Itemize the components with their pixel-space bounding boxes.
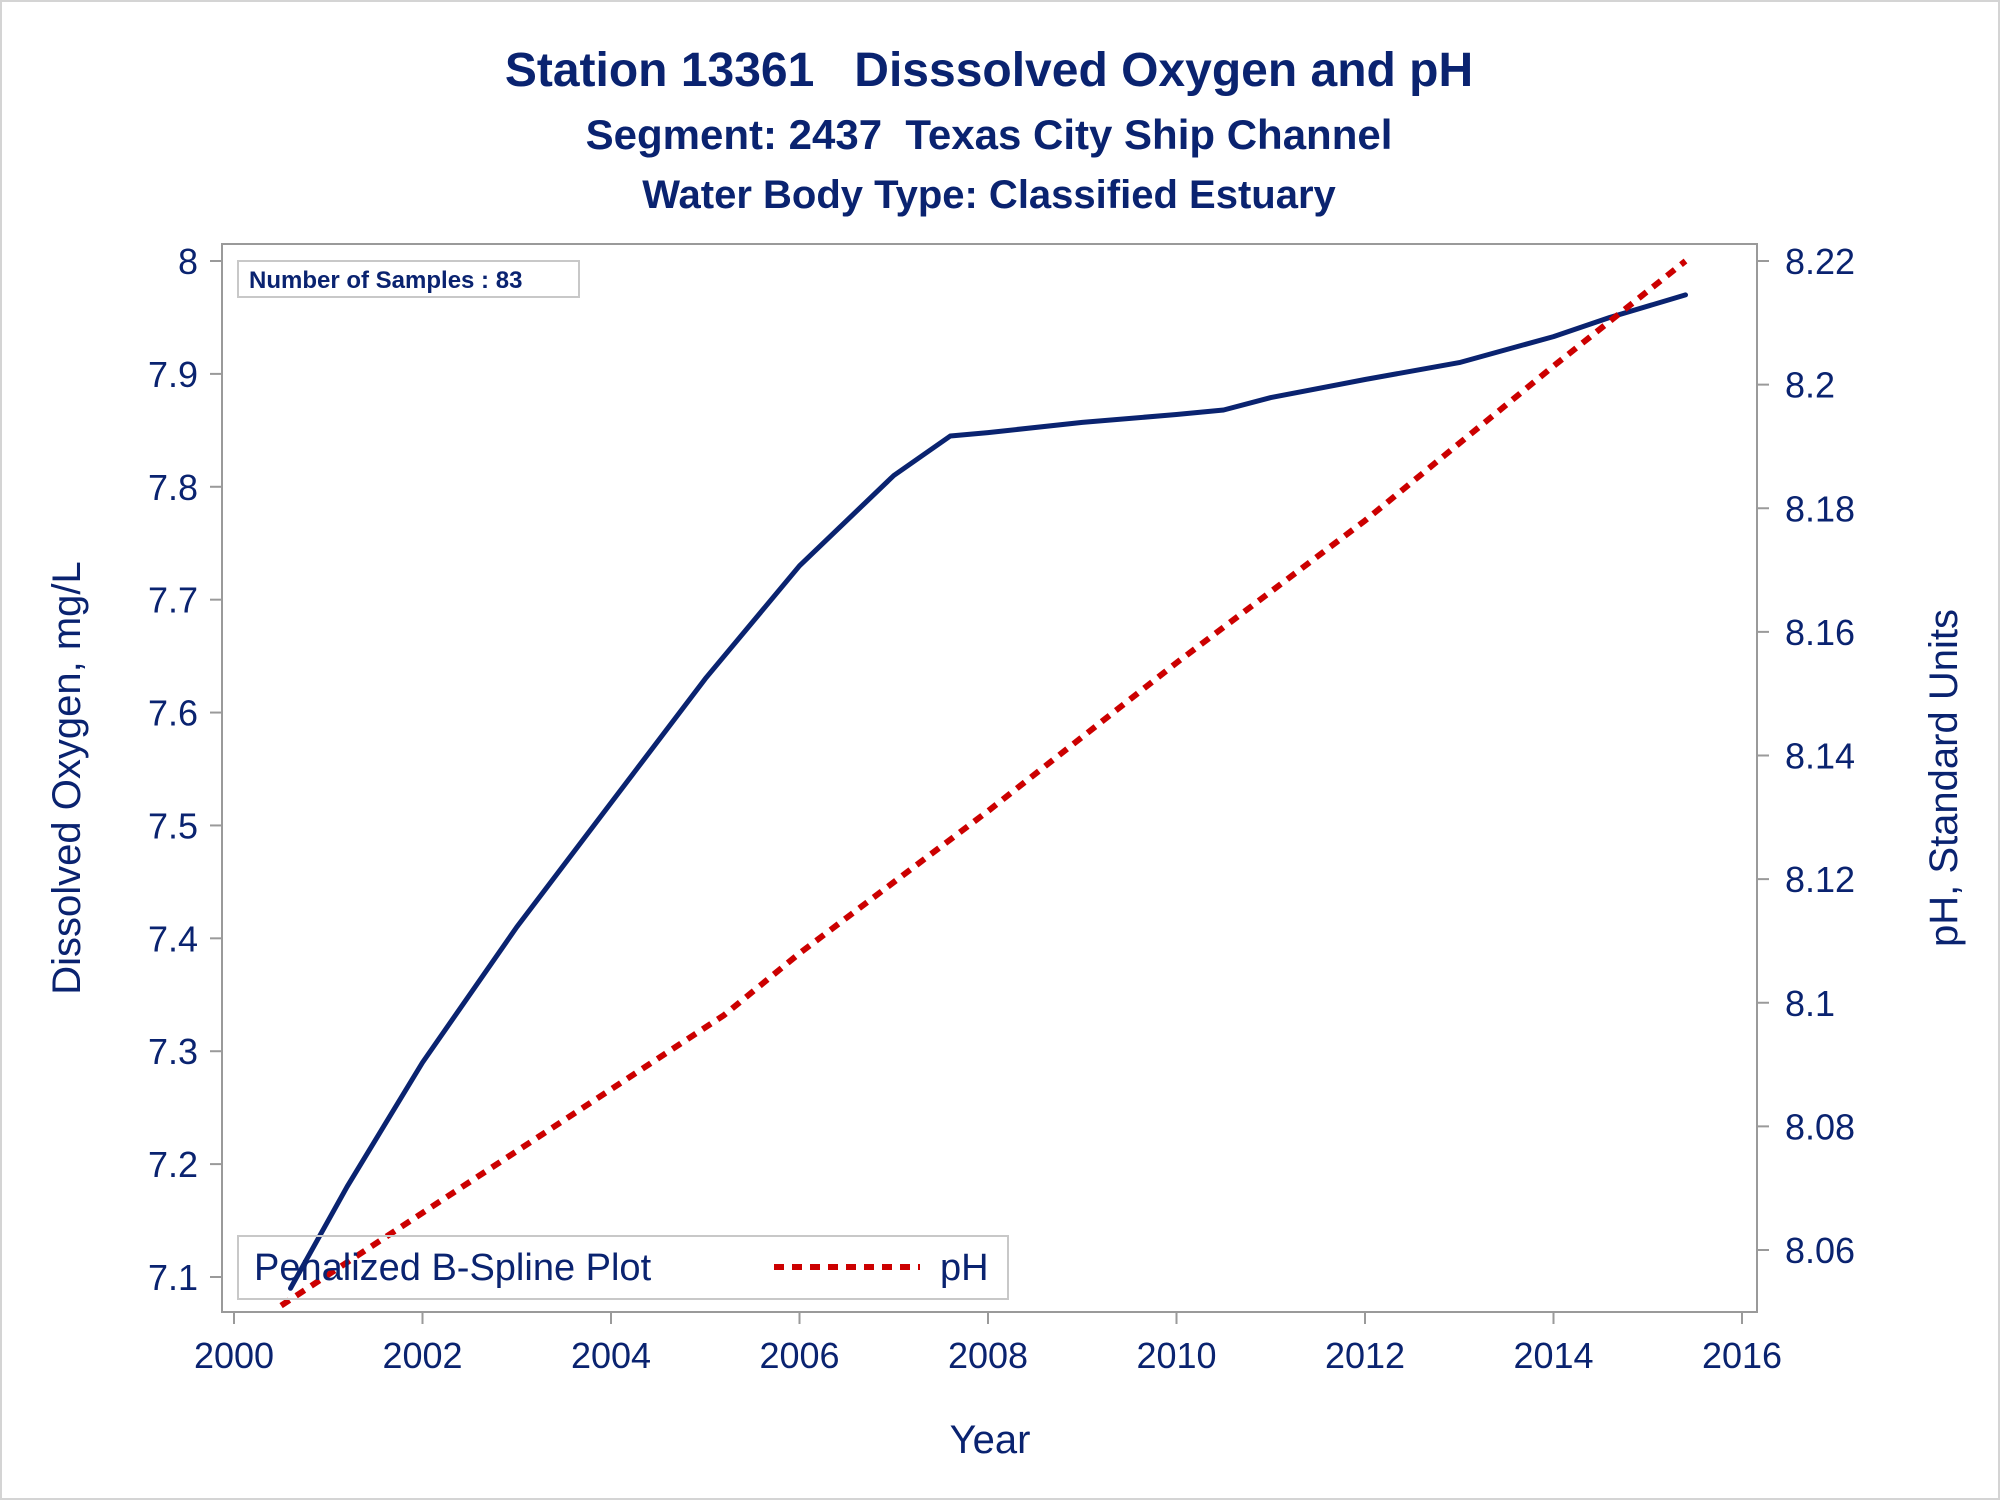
left-y-tick-label: 7.6 (148, 693, 198, 734)
x-tick-label: 2008 (948, 1335, 1028, 1376)
left-y-axis-title: Dissolved Oxygen, mg/L (45, 561, 89, 995)
right-y-tick-label: 8.18 (1785, 488, 1855, 529)
x-tick-label: 2014 (1513, 1335, 1593, 1376)
chart-subtitle-2: Water Body Type: Classified Estuary (642, 173, 1336, 217)
left-y-tick-label: 7.5 (148, 805, 198, 846)
left-y-tick-label: 7.4 (148, 918, 198, 959)
right-y-tick-label: 8.06 (1785, 1230, 1855, 1271)
left-y-tick-label: 7.8 (148, 467, 198, 508)
left-y-tick-label: 7.2 (148, 1144, 198, 1185)
legend: Penalized B-Spline Plot pH (237, 1235, 1009, 1300)
x-tick-label: 2002 (382, 1335, 462, 1376)
right-y-tick-label: 8.14 (1785, 736, 1855, 777)
right-y-tick-label: 8.08 (1785, 1106, 1855, 1147)
left-y-axis: 7.1 7.2 7.3 7.4 7.5 7.6 7.7 7.8 7.9 8 (148, 241, 222, 1298)
right-y-tick-label: 8.12 (1785, 859, 1855, 900)
legend-box (237, 1235, 1009, 1300)
x-axis: 2000 2002 2004 2006 2008 2010 2012 2014 2016 (194, 1312, 1782, 1376)
legend-title: Penalized B-Spline Plot (254, 1247, 652, 1289)
left-y-tick-label: 7.7 (148, 580, 198, 621)
left-y-tick-label: 7.9 (148, 354, 198, 395)
left-y-tick-label: 7.3 (148, 1031, 198, 1072)
right-y-tick-label: 8.16 (1785, 612, 1855, 653)
x-tick-label: 2000 (194, 1335, 274, 1376)
right-y-tick-label: 8.1 (1785, 983, 1835, 1024)
x-tick-label: 2006 (759, 1335, 839, 1376)
x-tick-label: 2004 (571, 1335, 651, 1376)
series-layer (279, 258, 1688, 1309)
sample-count-label: Number of Samples : 83 (249, 267, 522, 294)
sample-count-box (237, 260, 580, 298)
series-line-ph (279, 258, 1688, 1309)
chart-subtitle: Segment: 2437 Texas City Ship Channel (586, 111, 1393, 158)
right-y-tick-label: 8.2 (1785, 365, 1835, 406)
x-tick-label: 2016 (1702, 1335, 1782, 1376)
left-y-tick-label: 8 (178, 241, 198, 282)
right-y-axis-title: pH, Standard Units (1922, 609, 1966, 947)
legend-label-ph: pH (940, 1247, 989, 1289)
left-y-tick-label: 7.1 (148, 1257, 198, 1298)
right-y-axis: 8.06 8.08 8.1 8.12 8.14 8.16 8.18 8.2 8.22 (1757, 241, 1855, 1271)
right-y-tick-label: 8.22 (1785, 241, 1855, 282)
series-line-dissolved-oxygen (288, 292, 1688, 1291)
x-axis-title: Year (950, 1418, 1031, 1462)
plot-area (221, 243, 1758, 1313)
x-tick-label: 2010 (1136, 1335, 1216, 1376)
x-tick-label: 2012 (1325, 1335, 1405, 1376)
chart-title: Station 13361 Disssolved Oxygen and pH (505, 44, 1473, 97)
